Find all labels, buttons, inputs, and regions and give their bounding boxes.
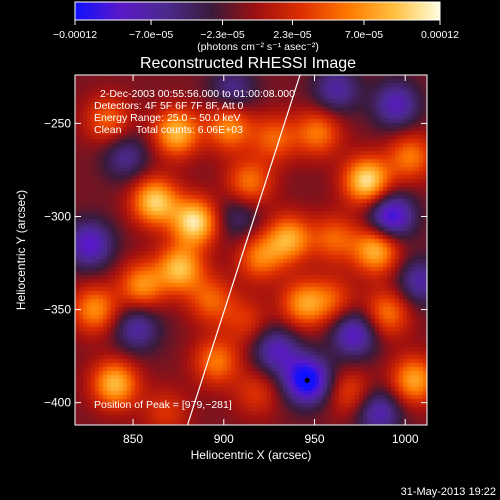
x-axis-ticks: 850 900 950 1000	[123, 75, 419, 446]
peak-position-text: Position of Peak = [979,−281]	[94, 399, 232, 411]
y-tick-label: −300	[44, 209, 71, 223]
chart-title: Reconstructed RHESSI Image	[140, 55, 356, 72]
y-tick-label: −250	[44, 116, 71, 130]
x-tick-label: 950	[304, 432, 324, 446]
colorbar: −0.00012 −7.0e−05 −2.3e−05 2.3e−05 7.0e−05 0.…	[53, 1, 459, 53]
colorbar-tick-label: 2.3e−05	[273, 29, 311, 41]
y-tick-label: −350	[44, 303, 71, 317]
x-axis-label: Heliocentric X (arcsec)	[191, 448, 312, 462]
clean-counts-text: Clean Total counts: 6.06E+03	[94, 124, 243, 136]
plot-frame	[74, 74, 428, 426]
time-range-text: 2-Dec-2003 00:55:56.000 to 01:00:08.000	[100, 88, 295, 100]
x-tick-label: 850	[123, 432, 143, 446]
energy-range-text: Energy Range: 25.0 – 50.0 keV	[94, 112, 241, 124]
rhessi-plot: Reconstructed RHESSI Image 2-Dec-2003 00…	[14, 55, 428, 462]
colorbar-tick-label: −7.0e−05	[129, 29, 174, 41]
colorbar-tick-label: −0.00012	[53, 29, 97, 41]
y-axis-label: Heliocentric Y (arcsec)	[14, 190, 28, 310]
colorbar-ticks: −0.00012 −7.0e−05 −2.3e−05 2.3e−05 7.0e−05 0.…	[53, 20, 459, 41]
colorbar-unit-label: (photons cm⁻² s⁻¹ asec⁻²)	[197, 41, 319, 53]
colorbar-strip	[74, 1, 441, 21]
colorbar-tick-label: −2.3e−05	[200, 29, 245, 41]
peak-marker	[304, 377, 310, 383]
heatmap-image	[75, 75, 427, 425]
y-axis-ticks: −250 −300 −350 −400	[44, 116, 427, 410]
limb-line	[186, 75, 301, 425]
colorbar-tick-label: 0.00012	[421, 29, 459, 41]
detectors-text: Detectors: 4F 5F 6F 7F 8F, Att 0	[94, 100, 244, 112]
x-tick-label: 1000	[392, 432, 419, 446]
y-tick-label: −400	[44, 396, 71, 410]
render-date: 31-May-2013 19:22	[400, 486, 496, 498]
annotation-block: 2-Dec-2003 00:55:56.000 to 01:00:08.000 …	[94, 88, 295, 411]
x-tick-label: 900	[214, 432, 234, 446]
colorbar-tick-label: 7.0e−05	[345, 29, 383, 41]
